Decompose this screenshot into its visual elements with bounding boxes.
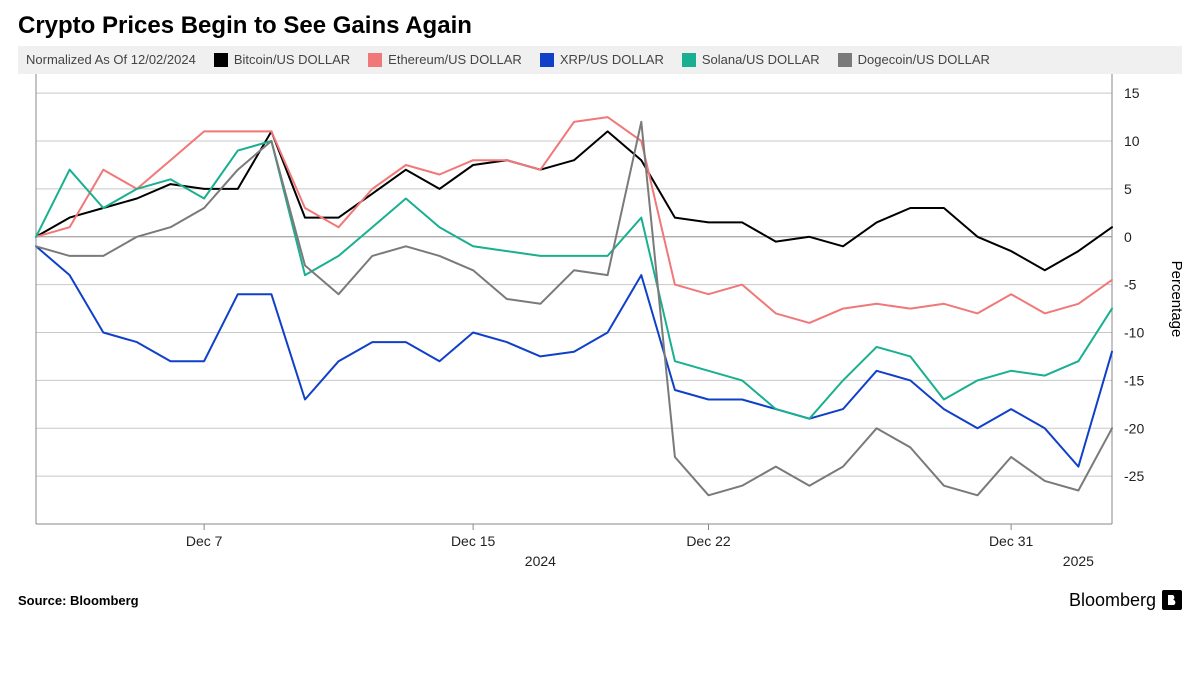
x-tick-label: Dec 22 [686, 533, 731, 549]
legend-item: XRP/US DOLLAR [540, 50, 664, 70]
legend-swatch [214, 53, 228, 67]
legend-swatch [368, 53, 382, 67]
legend-label: Ethereum/US DOLLAR [388, 50, 522, 70]
x-tick-label: Dec 15 [451, 533, 496, 549]
legend-label: Dogecoin/US DOLLAR [858, 50, 990, 70]
x-tick-label: Dec 7 [186, 533, 223, 549]
legend-item: Solana/US DOLLAR [682, 50, 820, 70]
x-year-label: 2025 [1063, 553, 1094, 569]
y-axis-label: Percentage [1168, 260, 1182, 337]
y-tick-label: 10 [1124, 133, 1140, 149]
y-tick-label: -15 [1124, 372, 1144, 388]
legend: Normalized As Of 12/02/2024 Bitcoin/US DO… [18, 46, 1182, 74]
y-tick-label: 5 [1124, 180, 1132, 196]
legend-label: Bitcoin/US DOLLAR [234, 50, 350, 70]
y-tick-label: -10 [1124, 324, 1144, 340]
series-xrp [36, 246, 1112, 466]
legend-label: Solana/US DOLLAR [702, 50, 820, 70]
brand-icon [1162, 590, 1182, 610]
legend-item: Bitcoin/US DOLLAR [214, 50, 350, 70]
series-bitcoin [36, 131, 1112, 270]
brand-text: Bloomberg [1069, 590, 1156, 611]
chart-title: Crypto Prices Begin to See Gains Again [18, 12, 1182, 40]
brand-logo: Bloomberg [1069, 590, 1182, 611]
y-tick-label: 0 [1124, 228, 1132, 244]
x-year-label: 2024 [525, 553, 556, 569]
x-tick-label: Dec 31 [989, 533, 1034, 549]
y-tick-label: 15 [1124, 85, 1140, 101]
series-dogecoin [36, 121, 1112, 494]
legend-item: Ethereum/US DOLLAR [368, 50, 522, 70]
legend-swatch [838, 53, 852, 67]
legend-item: Dogecoin/US DOLLAR [838, 50, 990, 70]
y-tick-label: -5 [1124, 276, 1137, 292]
y-tick-label: -25 [1124, 468, 1144, 484]
legend-swatch [682, 53, 696, 67]
line-chart: -25 -20 -15 -10 -5 0 5 10 15 Dec 7 Dec 15 Dec 22 Dec… [18, 74, 1182, 584]
legend-normalized-label: Normalized As Of 12/02/2024 [26, 50, 196, 70]
series-ethereum [36, 117, 1112, 323]
y-tick-label: -20 [1124, 420, 1144, 436]
legend-label: XRP/US DOLLAR [560, 50, 664, 70]
series-solana [36, 141, 1112, 419]
legend-swatch [540, 53, 554, 67]
source-text: Source: Bloomberg [18, 593, 139, 608]
